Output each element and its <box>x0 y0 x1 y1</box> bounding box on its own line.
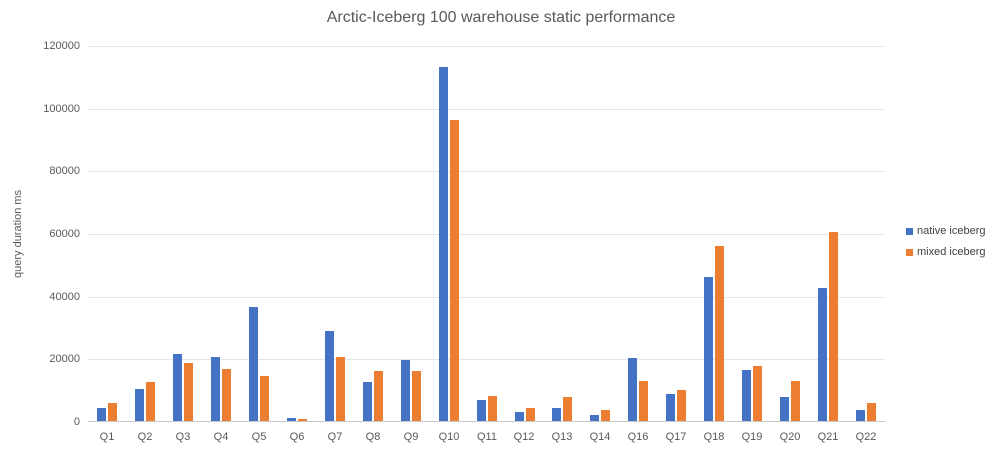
x-tick-label-Q20: Q20 <box>779 431 801 443</box>
legend-label: mixed iceberg <box>917 246 986 258</box>
bar-Q14-mixed-iceberg <box>601 410 611 421</box>
x-tick-label-Q14: Q14 <box>589 431 611 443</box>
gridline-40000 <box>88 297 885 298</box>
bar-Q14-native-iceberg <box>590 415 600 421</box>
bar-Q5-mixed-iceberg <box>259 376 269 421</box>
bar-Q8-mixed-iceberg <box>373 371 383 421</box>
bar-Q2-native-iceberg <box>134 389 144 421</box>
x-tick-label-Q12: Q12 <box>513 431 535 443</box>
y-tick-label-40000: 40000 <box>49 291 80 303</box>
legend-item-native-iceberg: native iceberg <box>906 225 986 237</box>
plot-area <box>88 46 885 422</box>
bar-Q21-native-iceberg <box>818 288 828 421</box>
legend-swatch-icon <box>906 248 913 256</box>
bar-Q2-mixed-iceberg <box>145 382 155 421</box>
gridline-20000 <box>88 359 885 360</box>
legend-swatch-icon <box>906 227 913 235</box>
bar-Q20-mixed-iceberg <box>791 381 801 421</box>
y-tick-label-120000: 120000 <box>43 40 80 52</box>
x-tick-label-Q17: Q17 <box>665 431 687 443</box>
y-tick-label-80000: 80000 <box>49 165 80 177</box>
bar-Q18-mixed-iceberg <box>715 246 725 421</box>
bar-Q5-native-iceberg <box>248 307 258 421</box>
x-tick-label-Q19: Q19 <box>741 431 763 443</box>
y-tick-label-60000: 60000 <box>49 228 80 240</box>
bar-Q20-native-iceberg <box>780 397 790 421</box>
bar-Q21-mixed-iceberg <box>829 232 839 421</box>
bar-Q4-native-iceberg <box>210 357 220 421</box>
y-tick-label-100000: 100000 <box>43 103 80 115</box>
bar-Q1-mixed-iceberg <box>108 403 117 421</box>
bar-Q18-native-iceberg <box>704 277 714 421</box>
gridline-80000 <box>88 171 885 172</box>
bar-Q17-mixed-iceberg <box>677 390 687 421</box>
x-tick-label-Q13: Q13 <box>551 431 573 443</box>
x-tick-label-Q7: Q7 <box>327 431 343 443</box>
bar-Q13-native-iceberg <box>552 408 562 421</box>
legend-label: native iceberg <box>917 225 986 237</box>
x-tick-label-Q4: Q4 <box>213 431 229 443</box>
x-tick-label-Q2: Q2 <box>137 431 153 443</box>
bar-Q6-native-iceberg <box>286 418 296 421</box>
bar-Q9-native-iceberg <box>400 360 410 421</box>
x-tick-label-Q11: Q11 <box>477 431 497 443</box>
bar-Q16-native-iceberg <box>628 358 638 421</box>
bar-Q12-mixed-iceberg <box>525 408 535 421</box>
bar-Q12-native-iceberg <box>514 412 524 421</box>
bar-Q9-mixed-iceberg <box>411 371 421 421</box>
bar-Q6-mixed-iceberg <box>297 419 307 421</box>
bar-Q7-native-iceberg <box>324 331 334 421</box>
bar-Q1-native-iceberg <box>97 408 106 421</box>
bar-Q16-mixed-iceberg <box>639 381 649 421</box>
bar-Q11-native-iceberg <box>476 400 486 421</box>
x-tick-label-Q5: Q5 <box>251 431 267 443</box>
bar-Q4-mixed-iceberg <box>221 369 231 421</box>
x-tick-label-Q22: Q22 <box>855 431 877 443</box>
bar-Q22-native-iceberg <box>856 410 865 421</box>
legend: native iceberg mixed iceberg <box>906 225 986 267</box>
legend-item-mixed-iceberg: mixed iceberg <box>906 246 986 258</box>
y-tick-label-20000: 20000 <box>49 353 80 365</box>
x-tick-label-Q3: Q3 <box>175 431 191 443</box>
bar-Q3-native-iceberg <box>172 354 182 421</box>
bar-Q10-native-iceberg <box>438 67 448 421</box>
bar-Q13-mixed-iceberg <box>563 397 573 421</box>
x-tick-label-Q21: Q21 <box>817 431 839 443</box>
x-tick-label-Q10: Q10 <box>438 431 460 443</box>
gridline-60000 <box>88 234 885 235</box>
bar-Q19-native-iceberg <box>742 370 752 421</box>
bar-Q11-mixed-iceberg <box>487 396 497 421</box>
bar-Q17-native-iceberg <box>666 394 676 421</box>
x-tick-label-Q8: Q8 <box>365 431 381 443</box>
bar-Q8-native-iceberg <box>362 382 372 421</box>
chart-title: Arctic-Iceberg 100 warehouse static perf… <box>326 9 676 26</box>
bar-Q7-mixed-iceberg <box>335 357 345 421</box>
x-tick-label-Q18: Q18 <box>703 431 725 443</box>
x-tick-label-Q9: Q9 <box>403 431 419 443</box>
gridline-120000 <box>88 46 885 47</box>
bar-Q10-mixed-iceberg <box>449 120 459 421</box>
bar-Q3-mixed-iceberg <box>183 363 193 421</box>
bar-Q22-mixed-iceberg <box>867 403 876 421</box>
x-tick-label-Q16: Q16 <box>627 431 649 443</box>
x-tick-label-Q6: Q6 <box>289 431 305 443</box>
bar-Q19-mixed-iceberg <box>753 366 763 421</box>
gridline-100000 <box>88 109 885 110</box>
x-tick-label-Q1: Q1 <box>99 431 115 443</box>
y-tick-label-0: 0 <box>73 416 80 428</box>
